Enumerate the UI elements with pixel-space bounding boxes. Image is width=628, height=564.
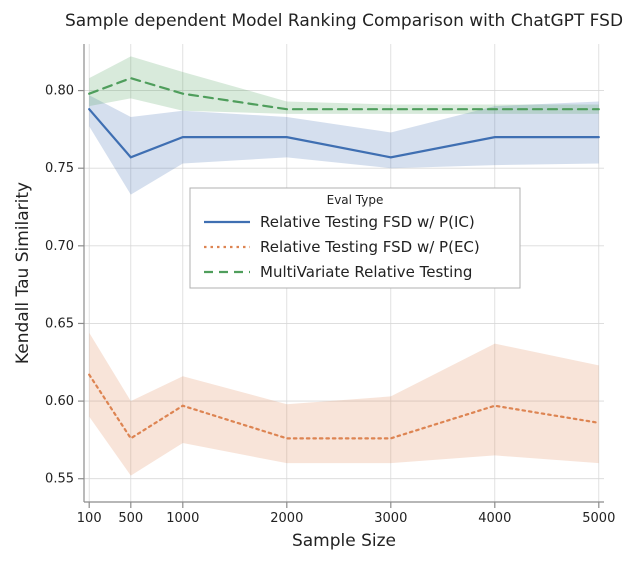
legend-label: MultiVariate Relative Testing <box>260 263 472 281</box>
xtick-label: 4000 <box>478 511 511 526</box>
ytick-label: 0.80 <box>45 84 74 99</box>
chart-root: 100 500 1000 2000 3000 4000 5000 0.55 0.60 0.65 0.… <box>0 0 628 564</box>
xtick-label: 500 <box>118 511 143 526</box>
xtick-label: 5000 <box>582 511 615 526</box>
xtick-label: 100 <box>77 511 102 526</box>
ytick-label: 0.65 <box>45 316 74 331</box>
xtick-label: 2000 <box>270 511 303 526</box>
ytick-label: 0.60 <box>45 394 74 409</box>
xtick-label: 1000 <box>166 511 199 526</box>
chart-svg: 100 500 1000 2000 3000 4000 5000 0.55 0.60 0.65 0.… <box>0 0 628 564</box>
legend-label: Relative Testing FSD w/ P(IC) <box>260 213 475 231</box>
legend-label: Relative Testing FSD w/ P(EC) <box>260 238 480 256</box>
y-axis-label: Kendall Tau Similarity <box>13 182 33 364</box>
ytick-label: 0.75 <box>45 161 74 176</box>
ytick-label: 0.55 <box>45 472 74 487</box>
ytick-label: 0.70 <box>45 239 74 254</box>
xtick-label: 3000 <box>374 511 407 526</box>
legend-title: Eval Type <box>327 193 384 207</box>
chart-title: Sample dependent Model Ranking Compariso… <box>65 11 623 31</box>
x-axis-label: Sample Size <box>292 531 396 551</box>
